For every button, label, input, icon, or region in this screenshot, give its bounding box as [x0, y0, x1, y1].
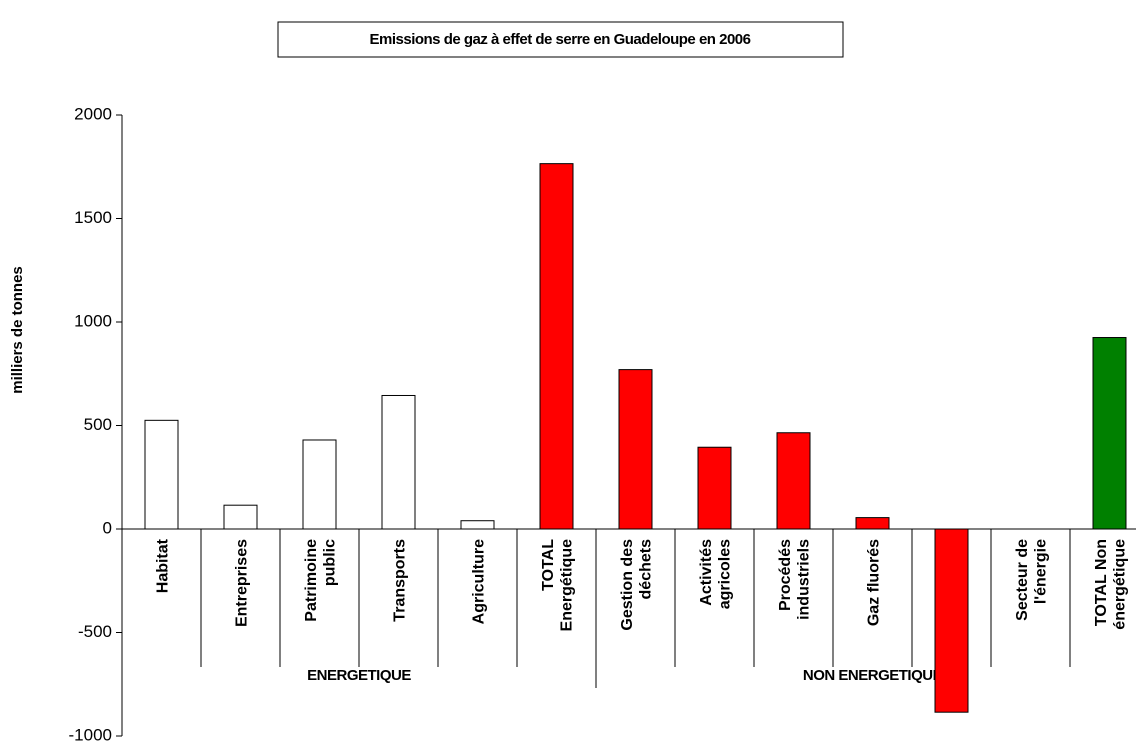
bar — [381, 394, 416, 530]
y-tick-label: 1000 — [74, 311, 112, 330]
bar — [697, 446, 732, 530]
y-tick-label: 0 — [103, 518, 112, 537]
y-tick-label: -1000 — [69, 725, 112, 744]
y-axis-label: milliers de tonnes — [9, 266, 26, 394]
x-tick-label: Procédésindustriels — [777, 539, 812, 620]
title-box — [277, 21, 844, 58]
group-label: ENERGETIQUE — [307, 667, 411, 684]
x-tick-label: Gestion desdéchets — [619, 539, 654, 631]
x-tick-label: Secteur del'énergie — [1014, 539, 1049, 621]
x-tick-label: TOTAL Nonénergétique — [1093, 539, 1128, 630]
x-tick-label: Activitésagricoles — [698, 539, 733, 609]
bar — [223, 504, 258, 530]
bar — [144, 419, 179, 530]
bar — [618, 369, 653, 530]
x-tick-label: Entreprises — [234, 539, 251, 627]
x-tick-label: Agriculture — [471, 539, 488, 624]
y-tick-label: -500 — [78, 622, 112, 641]
x-tick-label: Gaz fluorés — [866, 539, 883, 626]
bar — [776, 432, 811, 530]
group-label: NON ENERGETIQUE — [803, 667, 943, 684]
x-tick-label: Habitat — [155, 538, 172, 593]
bar — [934, 528, 969, 713]
bar — [460, 520, 495, 530]
bar — [539, 163, 574, 530]
bar — [302, 439, 337, 530]
x-tick-label: Transports — [392, 539, 409, 622]
bar — [855, 517, 890, 530]
y-tick-label: 500 — [84, 415, 112, 434]
bar — [1092, 337, 1127, 530]
x-tick-label: Patrimoinepublic — [303, 539, 338, 622]
y-tick-label: 2000 — [74, 104, 112, 123]
chart-title: Emissions de gaz à effet de serre en Gua… — [370, 31, 751, 48]
x-tick-label: TOTALEnergétique — [540, 539, 575, 632]
y-tick-label: 1500 — [74, 208, 112, 227]
